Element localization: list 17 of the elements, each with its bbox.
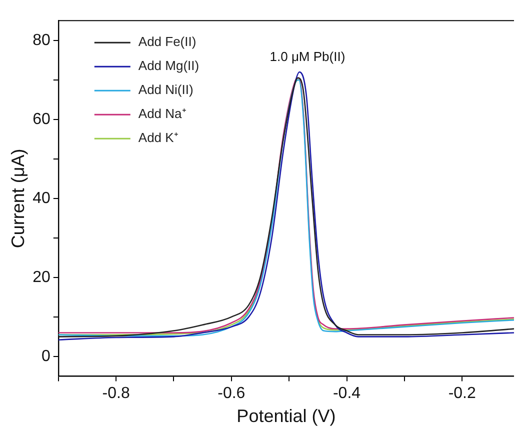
x-tick-label: -0.4 (332, 385, 361, 402)
y-tick-label: 60 (32, 110, 50, 128)
y-tick-label: 0 (41, 348, 50, 365)
annotation: 1.0 μM Pb(II) (270, 49, 346, 64)
x-axis-title: Potential (V) (236, 406, 336, 426)
y-axis-title: Current (μA) (8, 148, 28, 248)
y-tick-label: 80 (32, 32, 50, 49)
x-tick-label: -0.8 (102, 385, 130, 402)
y-tick-label: 20 (32, 268, 50, 286)
legend-label: Add Ni(II) (138, 82, 194, 98)
x-tick-label: -0.6 (218, 385, 246, 402)
legend-label: Add Na⁺ (138, 106, 186, 122)
y-tick-label: 40 (32, 190, 50, 207)
legend-label: Add Fe(II) (138, 34, 196, 50)
legend-label: Add Mg(II) (138, 58, 200, 74)
legend-label: Add K⁺ (138, 130, 178, 146)
x-tick-label: -0.2 (448, 385, 476, 402)
